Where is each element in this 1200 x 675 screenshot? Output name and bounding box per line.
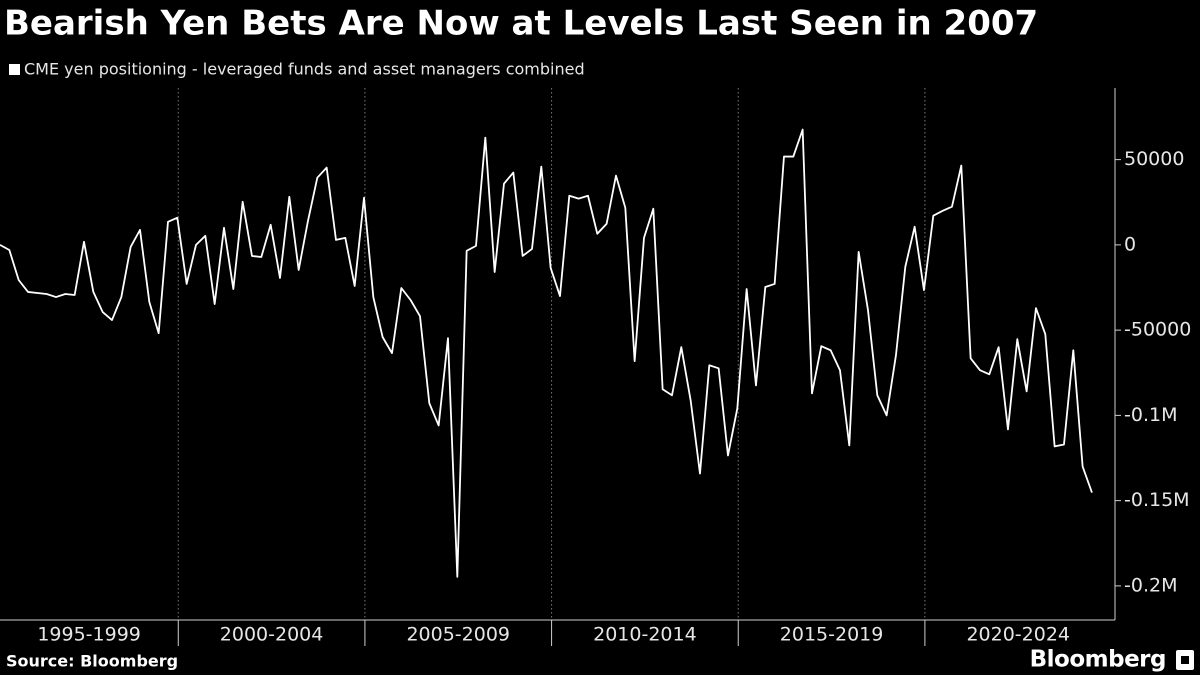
x-tick-label: 2005-2009 (406, 624, 510, 646)
y-tick-label: 0 (1124, 233, 1136, 255)
logo-icon-inner (1181, 656, 1189, 664)
legend-label: CME yen positioning - leveraged funds an… (24, 60, 585, 79)
logo: Bloomberg (1030, 647, 1166, 673)
x-tick-label: 2010-2014 (593, 624, 697, 646)
x-tick-label: 2020-2024 (966, 624, 1070, 646)
x-tick-label: 2015-2019 (780, 624, 884, 646)
y-tick-label: -50000 (1124, 319, 1191, 341)
series-line (0, 128, 1093, 578)
y-tick-label: 50000 (1124, 148, 1184, 170)
x-tick-label: 1995-1999 (37, 624, 141, 646)
x-tick-label: 2000-2004 (220, 624, 324, 646)
chart-title: Bearish Yen Bets Are Now at Levels Last … (4, 4, 1038, 44)
y-tick-label: -0.1M (1124, 404, 1177, 426)
legend-swatch (9, 64, 20, 75)
source: Source: Bloomberg (6, 652, 178, 671)
y-tick-label: -0.2M (1124, 574, 1177, 596)
y-tick-label: -0.15M (1124, 489, 1190, 511)
